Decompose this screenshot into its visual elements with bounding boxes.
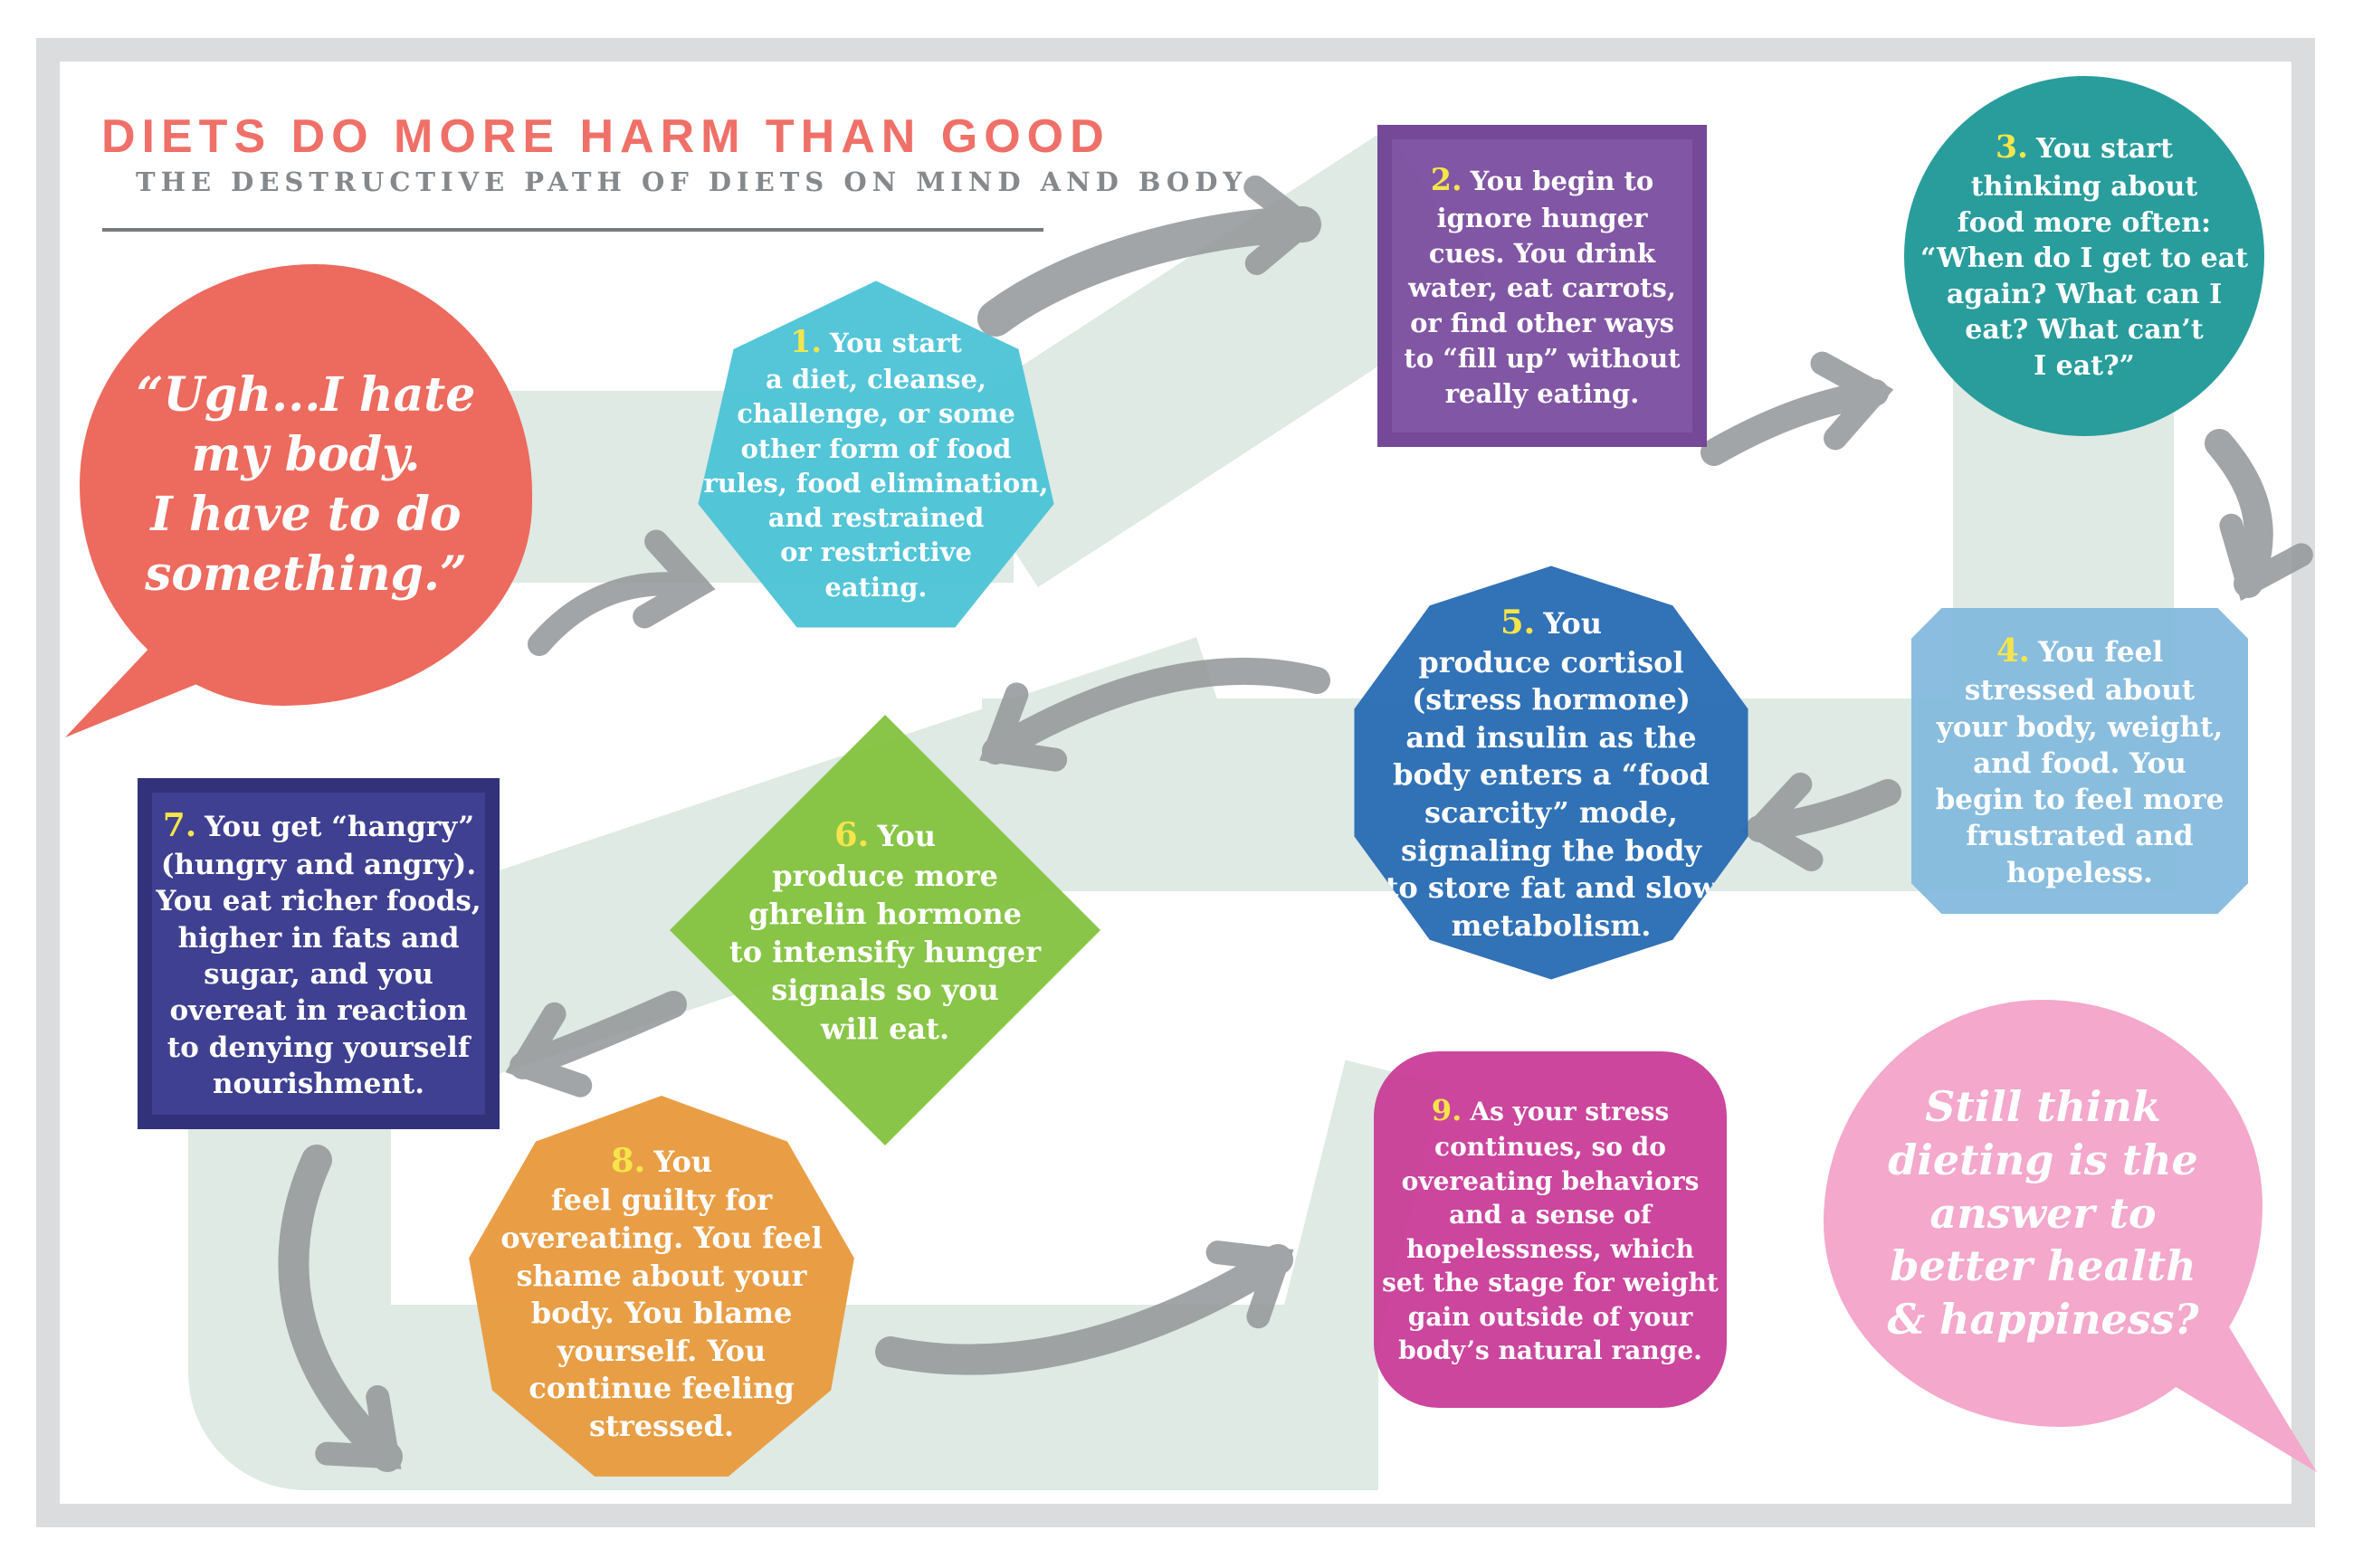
step-8-number: 8.	[610, 1139, 646, 1180]
arrow-2-to-3	[1700, 351, 1894, 466]
step-9-rounded-square: 9. As your stress continues, so do overea…	[1374, 1051, 1727, 1408]
page-title: DIETS DO MORE HARM THAN GOOD	[101, 109, 1110, 163]
step-4-text: You feel stressed about your body, weigh…	[1935, 635, 2224, 889]
step-2-number: 2.	[1430, 162, 1462, 198]
speech-bubble-end: Still think dieting is the answer to bet…	[1824, 1000, 2262, 1427]
step-5-decagon: 5. You produce cortisol (stress hormone) …	[1354, 565, 1748, 980]
arrow-5-to-6	[979, 657, 1330, 772]
step-8-nonagon: 8. You feel guilty for overeating. You fe…	[469, 1096, 854, 1477]
arrow-4-to-5	[1740, 772, 1901, 872]
step-3-circle: 3. You start thinking about food more oft…	[1904, 76, 2264, 436]
step-4-octagon: 4. You feel stressed about your body, wei…	[1911, 608, 2248, 914]
step-7-square: 7. You get “hangry” (hungry and angry). Y…	[138, 778, 500, 1129]
step-6-number: 6.	[834, 814, 870, 855]
step-2-square: 2. You begin to ignore hunger cues. You d…	[1377, 125, 1707, 447]
arrow-3-to-4	[2205, 429, 2313, 602]
step-3-text: You start thinking about food more often…	[1920, 133, 2248, 382]
step-1-heptagon: 1. You start a diet, cleanse, challenge, …	[698, 280, 1054, 628]
step-1-text: You start a diet, cleanse, challenge, or…	[703, 328, 1049, 603]
step-7-number: 7.	[162, 806, 197, 844]
step-9-text: As your stress continues, so do overeati…	[1382, 1097, 1719, 1366]
step-7-text: You get “hangry” (hungry and angry). You…	[156, 810, 481, 1100]
step-2-text: You begin to ignore hunger cues. You dri…	[1404, 166, 1681, 410]
page-border-frame	[36, 38, 2315, 1527]
speech-bubble-start-text: “Ugh...I hate my body. I have to do some…	[136, 366, 476, 603]
step-3-number: 3.	[1996, 129, 2029, 166]
step-5-number: 5.	[1500, 601, 1536, 641]
step-1-number: 1.	[790, 324, 822, 360]
step-4-number: 4.	[1996, 632, 2031, 670]
step-6-text: You produce more ghrelin hormone to inte…	[729, 819, 1042, 1046]
arrow-8-to-9	[875, 1240, 1294, 1375]
arrow-start-to-1	[528, 529, 716, 656]
title-divider-line	[102, 228, 1043, 232]
arrow-6-to-7	[505, 991, 687, 1098]
speech-bubble-start: “Ugh...I hate my body. I have to do some…	[80, 264, 532, 706]
arrow-7-to-8	[278, 1145, 403, 1472]
step-8-text: You feel guilty for overeating. You feel…	[500, 1144, 823, 1443]
page-subtitle: THE DESTRUCTIVE PATH OF DIETS ON MIND AN…	[136, 166, 1248, 197]
arrow-1-to-2	[977, 175, 1322, 337]
step-9-number: 9.	[1431, 1093, 1462, 1128]
step-5-text: You produce cortisol (stress hormone) an…	[1385, 605, 1718, 943]
speech-bubble-end-text: Still think dieting is the answer to bet…	[1887, 1081, 2199, 1345]
